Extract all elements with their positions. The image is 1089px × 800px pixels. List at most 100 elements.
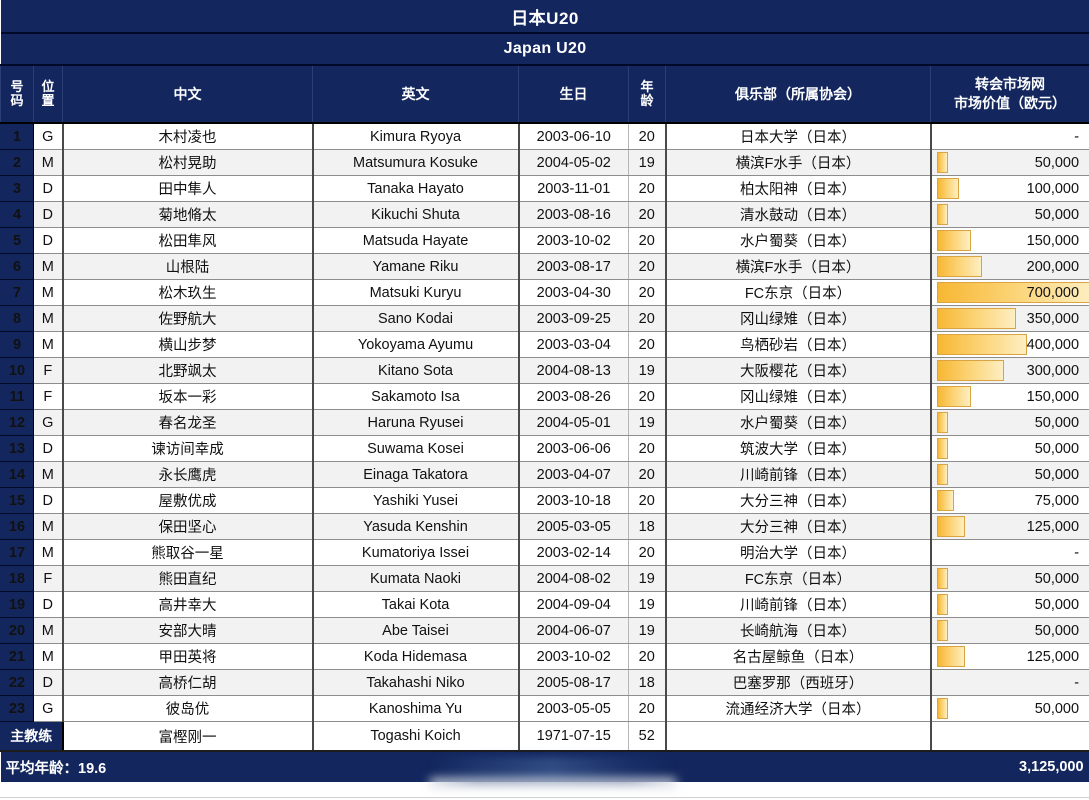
row-market-value-cell: 50,000: [929, 565, 1089, 592]
table-row[interactable]: 11 F 坂本一彩 Sakamoto Isa 2003-08-26 20 冈山绿雉（日本） 1…: [0, 383, 1089, 410]
table-row[interactable]: 22 D 高桥仁胡 Takahashi Niko 2005-08-17 18 巴塞罗那（西班…: [0, 669, 1089, 696]
table-row[interactable]: 20 M 安部大晴 Abe Taisei 2004-06-07 19 长崎航海（日本） 50,…: [0, 617, 1089, 644]
table-row[interactable]: 17 M 熊取谷一星 Kumatoriya Issei 2003-02-14 20 明治大学…: [0, 539, 1089, 566]
market-value-inner: 50,000: [936, 410, 1086, 435]
row-birthday: 2003-06-10: [518, 123, 629, 150]
row-club: 鸟栖砂岩（日本）: [665, 331, 932, 358]
table-row[interactable]: 10 F 北野飒太 Kitano Sota 2004-08-13 19 大阪樱花（日本） 30…: [0, 357, 1089, 384]
row-birthday: 2003-02-14: [518, 539, 629, 566]
row-shirt-number: 13: [0, 435, 34, 462]
row-age: 20: [628, 227, 667, 254]
table-row[interactable]: 23 G 彼岛优 Kanoshima Yu 2003-05-05 20 流通经济大学（日本）…: [0, 695, 1089, 722]
row-birthday: 2003-03-04: [518, 331, 629, 358]
table-row[interactable]: 13 D 谏访间幸成 Suwama Kosei 2003-06-06 20 筑波大学（日本）…: [0, 435, 1089, 462]
market-value-text: 50,000: [1034, 700, 1080, 717]
column-header-chinese-name[interactable]: 中文: [62, 65, 313, 124]
row-age: 20: [628, 695, 667, 722]
row-english-name: Einaga Takatora: [312, 461, 520, 488]
row-market-value-cell: 75,000: [929, 487, 1089, 514]
row-english-name: Kikuchi Shuta: [312, 201, 520, 228]
row-club: 柏太阳神（日本）: [665, 175, 932, 202]
row-english-name: Sano Kodai: [312, 305, 520, 332]
row-age: 19: [628, 409, 667, 436]
market-value-bar: [936, 490, 954, 511]
market-value-bar: [936, 698, 948, 719]
row-chinese-name: 田中隼人: [62, 175, 314, 202]
row-club: 冈山绿雉（日本）: [665, 305, 932, 332]
column-header-market-value[interactable]: 转会市场网 市场价值（欧元）: [929, 65, 1089, 124]
row-market-value-cell: 350,000: [929, 305, 1089, 332]
row-chinese-name: 彼岛优: [62, 695, 314, 722]
row-position: M: [33, 279, 64, 306]
row-market-value-cell: 125,000: [929, 513, 1089, 540]
column-header-age[interactable]: 年 龄: [628, 65, 666, 124]
title-row-chinese: 日本U20: [0, 0, 1089, 34]
row-shirt-number: 6: [0, 253, 34, 280]
row-birthday: 2003-08-17: [518, 253, 629, 280]
row-english-name: Yashiki Yusei: [312, 487, 520, 514]
table-row[interactable]: 14 M 永长鹰虎 Einaga Takatora 2003-04-07 20 川崎前锋（日…: [0, 461, 1089, 488]
row-chinese-name: 屋敷优成: [62, 487, 314, 514]
market-value-inner: 125,000: [936, 514, 1086, 539]
column-header-position[interactable]: 位 置: [33, 65, 63, 124]
row-shirt-number: 17: [0, 539, 34, 566]
market-value-inner: -: [936, 124, 1086, 149]
market-value-inner: 50,000: [936, 202, 1086, 227]
row-english-name: Yokoyama Ayumu: [312, 331, 520, 358]
market-value-bar: [936, 568, 948, 589]
row-club: FC东京（日本）: [665, 565, 932, 592]
market-value-text: 150,000: [1026, 232, 1080, 249]
column-header-club[interactable]: 俱乐部（所属协会）: [665, 65, 931, 124]
market-value-text: -: [1074, 128, 1080, 145]
market-value-bar: [936, 334, 1027, 355]
table-row[interactable]: 8 M 佐野航大 Sano Kodai 2003-09-25 20 冈山绿雉（日本） 350,…: [0, 305, 1089, 332]
row-market-value-cell: 300,000: [929, 357, 1089, 384]
row-market-value-cell: -: [929, 669, 1089, 696]
column-header-age-line1: 年: [640, 79, 654, 95]
table-row[interactable]: 18 F 熊田直纪 Kumata Naoki 2004-08-02 19 FC东京（日本） 5…: [0, 565, 1089, 592]
row-birthday: 2004-09-04: [518, 591, 629, 618]
row-chinese-name: 菊地脩太: [62, 201, 314, 228]
row-age: 19: [628, 357, 667, 384]
row-shirt-number: 5: [0, 227, 34, 254]
table-row[interactable]: 2 M 松村晃助 Matsumura Kosuke 2004-05-02 19 横滨F水手（…: [0, 149, 1089, 176]
table-row[interactable]: 4 D 菊地脩太 Kikuchi Shuta 2003-08-16 20 清水鼓动（日本） 5…: [0, 201, 1089, 228]
table-row[interactable]: 3 D 田中隼人 Tanaka Hayato 2003-11-01 20 柏太阳神（日本） 1…: [0, 175, 1089, 202]
table-row[interactable]: 5 D 松田隼风 Matsuda Hayate 2003-10-02 20 水户蜀葵（日本）…: [0, 227, 1089, 254]
column-header-english-name[interactable]: 英文: [312, 65, 519, 124]
market-value-text: 125,000: [1026, 648, 1080, 665]
row-position: D: [33, 591, 64, 618]
row-age: 20: [628, 487, 667, 514]
table-row[interactable]: 12 G 春名龙圣 Haruna Ryusei 2004-05-01 19 水户蜀葵（日本）…: [0, 409, 1089, 436]
row-english-name: Suwama Kosei: [312, 435, 520, 462]
table-row[interactable]: 1 G 木村凌也 Kimura Ryoya 2003-06-10 20 日本大学（日本） -: [0, 123, 1089, 150]
market-value-text: 50,000: [1034, 466, 1080, 483]
row-chinese-name: 松田隼风: [62, 227, 314, 254]
market-value-text: 700,000: [1026, 284, 1080, 301]
column-header-position-line1: 位: [41, 79, 55, 95]
row-age: 20: [628, 539, 667, 566]
market-value-inner: 125,000: [936, 644, 1086, 669]
row-age: 20: [628, 331, 667, 358]
row-position: G: [33, 695, 64, 722]
column-header-birthday[interactable]: 生日: [518, 65, 629, 124]
market-value-text: 125,000: [1026, 518, 1080, 535]
column-header-number[interactable]: 号 码: [0, 65, 34, 124]
table-row[interactable]: 19 D 高井幸大 Takai Kota 2004-09-04 19 川崎前锋（日本） 50,…: [0, 591, 1089, 618]
table-row[interactable]: 16 M 保田坚心 Yasuda Kenshin 2005-03-05 18 大分三神（日本…: [0, 513, 1089, 540]
market-value-bar: [936, 256, 982, 277]
market-value-inner: 100,000: [936, 176, 1086, 201]
row-english-name: Matsumura Kosuke: [312, 149, 520, 176]
row-english-name: Koda Hidemasa: [312, 643, 520, 670]
row-club: 大分三神（日本）: [665, 513, 932, 540]
table-row[interactable]: 21 M 甲田英将 Koda Hidemasa 2003-10-02 20 名古屋鲸鱼（日本…: [0, 643, 1089, 670]
table-row[interactable]: 6 M 山根陆 Yamane Riku 2003-08-17 20 横滨F水手（日本） 200…: [0, 253, 1089, 280]
table-row[interactable]: 7 M 松木玖生 Matsuki Kuryu 2003-04-30 20 FC东京（日本） 7…: [0, 279, 1089, 306]
row-age: 20: [628, 305, 667, 332]
table-row[interactable]: 9 M 横山步梦 Yokoyama Ayumu 2003-03-04 20 鸟栖砂岩（日本）…: [0, 331, 1089, 358]
table-row[interactable]: 15 D 屋敷优成 Yashiki Yusei 2003-10-18 20 大分三神（日本）…: [0, 487, 1089, 514]
row-english-name: Matsuda Hayate: [312, 227, 520, 254]
row-position: D: [33, 201, 64, 228]
row-shirt-number: 18: [0, 565, 34, 592]
